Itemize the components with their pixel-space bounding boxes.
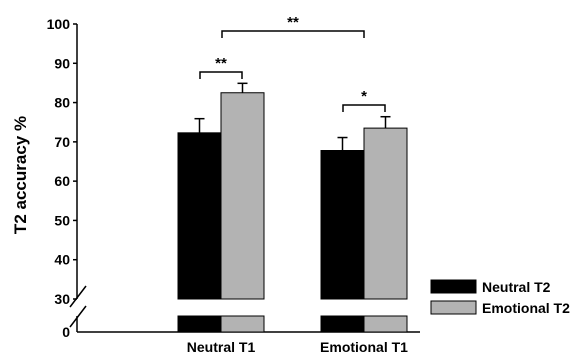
y-tick-label: 40 (54, 252, 70, 268)
legend-label: Emotional T2 (482, 300, 570, 316)
legend-swatch (430, 300, 477, 315)
bracket-line (199, 71, 243, 79)
x-tick-label: Emotional T1 (320, 339, 408, 355)
y-tick-label: 100 (47, 16, 71, 32)
significance-label: ** (215, 55, 227, 72)
significance-bracket: ** (199, 55, 243, 79)
y-tick-label: 70 (54, 134, 70, 150)
bar-lower-segment (177, 315, 222, 333)
significance-label: ** (287, 14, 299, 31)
bar (220, 92, 265, 300)
y-tick-label: 90 (54, 55, 70, 71)
significance-label: * (361, 88, 367, 105)
bracket-line (342, 104, 386, 112)
bar-lower-segment (220, 315, 265, 333)
bar (320, 150, 365, 300)
bar (177, 132, 222, 300)
axis-break-mark (69, 285, 87, 308)
y-tick-label: 60 (54, 173, 70, 189)
axis-break-mark (69, 305, 87, 328)
y-tick-label: 30 (54, 291, 70, 307)
x-tick-label: Neutral T1 (187, 339, 256, 355)
y-tick-label: 0 (62, 324, 70, 340)
significance-bracket: * (342, 88, 386, 112)
legend-item: Emotional T2 (430, 300, 570, 316)
y-tick-label: 80 (54, 95, 70, 111)
legend-swatch (430, 279, 477, 294)
bar-lower-segment (363, 315, 408, 333)
bar (363, 127, 408, 300)
legend-item: Neutral T2 (430, 279, 551, 295)
legend-label: Neutral T2 (482, 279, 551, 295)
significance-bracket: ** (221, 14, 365, 38)
bracket-line (221, 30, 365, 38)
bar-lower-segment (320, 315, 365, 333)
y-axis-label: T2 accuracy % (11, 116, 30, 234)
y-tick-label: 50 (54, 212, 70, 228)
